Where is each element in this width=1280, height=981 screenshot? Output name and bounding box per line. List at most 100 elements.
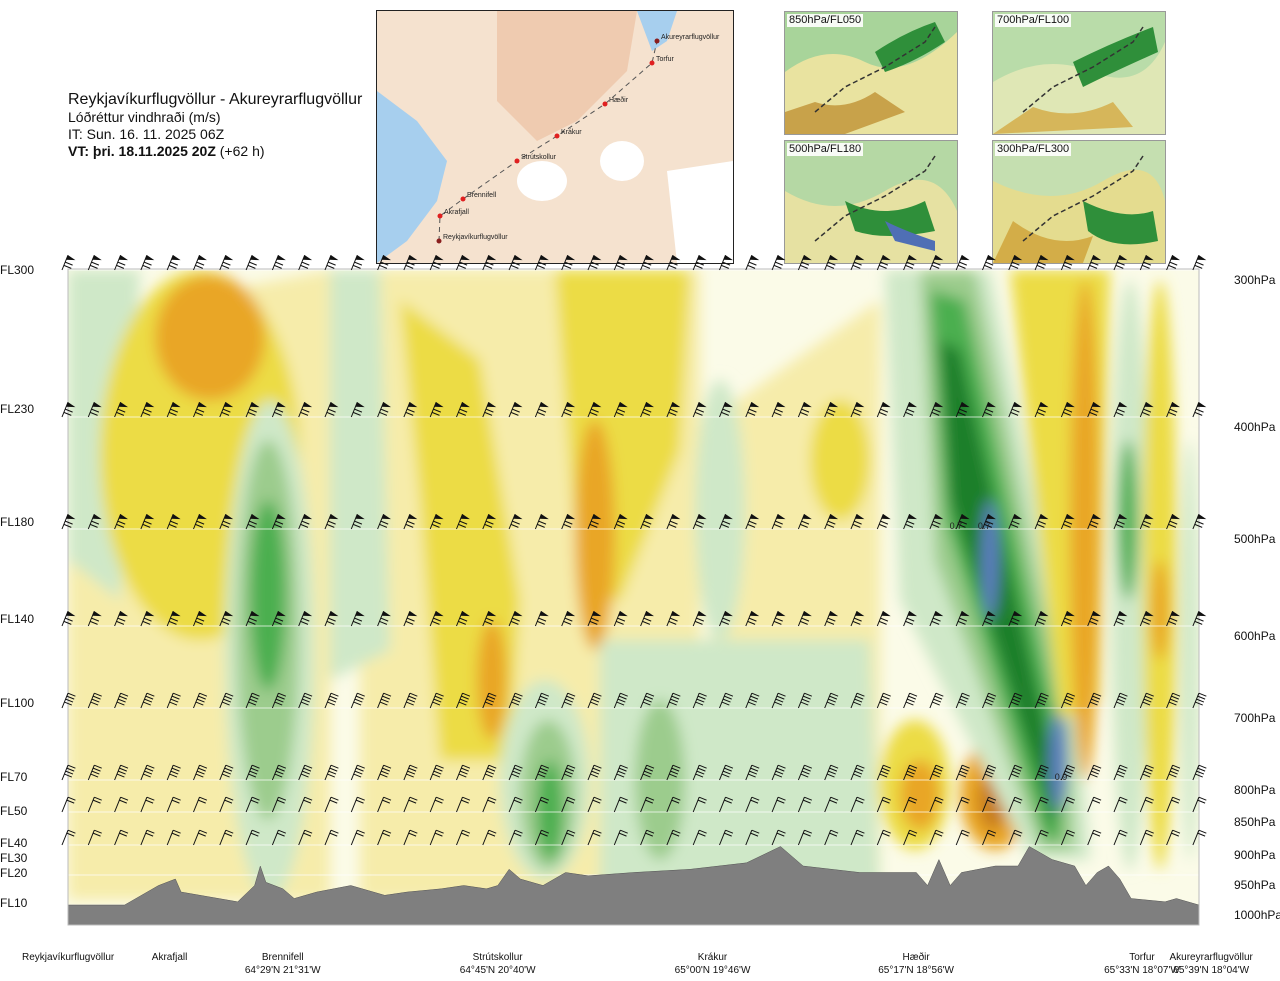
fl-tick-label: FL230 (0, 402, 35, 416)
wind-barb (1087, 254, 1102, 271)
wind-barb (1113, 796, 1128, 813)
wind-barb (745, 796, 760, 813)
wind-barb (193, 401, 207, 418)
map-glacier (517, 161, 567, 201)
thumb-map (993, 12, 1165, 134)
thumb-700hpa[interactable]: 700hPa/FL100 (992, 11, 1166, 135)
wind-barb (245, 692, 260, 709)
wind-barb (719, 829, 734, 846)
wind-barb (377, 610, 392, 627)
wind-barb (666, 796, 681, 813)
wind-barb (1034, 254, 1049, 271)
wind-barb (324, 829, 339, 846)
thumb-label: 500hPa/FL180 (787, 143, 864, 156)
map-point-marker (436, 238, 442, 244)
fl-tick-label: FL180 (0, 515, 35, 529)
thumb-850hpa[interactable]: 850hPa/FL050 (784, 11, 958, 135)
wind-barb (1166, 692, 1181, 709)
map-point-label: Akureyrarflugvöllur (661, 34, 720, 41)
wind-barb (61, 764, 76, 781)
map-point-marker (437, 213, 443, 219)
location-name: Akureyrarflugvöllur (1169, 952, 1253, 963)
wind-barb (692, 513, 707, 530)
wind-barb (640, 401, 655, 418)
wind-barb (140, 692, 155, 709)
wind-barb (771, 254, 786, 271)
wind-barb (613, 764, 628, 781)
wind-barb (771, 610, 786, 627)
wind-barb (534, 764, 549, 781)
wind-barb (955, 610, 970, 627)
wind-barb (324, 254, 339, 271)
wind-barb (508, 796, 523, 813)
wind-barb (534, 829, 549, 846)
wind-barb (876, 254, 891, 271)
wind-barb (298, 692, 313, 709)
wind-barb (876, 513, 891, 530)
annotations: 0.7 0.7 0.9 (950, 521, 1068, 782)
thumb-300hpa[interactable]: 300hPa/FL300 (992, 140, 1166, 264)
wind-barb (350, 401, 365, 418)
wind-barb (745, 513, 760, 530)
plot-frame (67, 268, 1200, 926)
wind-barb (166, 401, 181, 418)
wind-barb (719, 610, 733, 627)
wind-barb (1087, 764, 1102, 781)
wind-barb (850, 796, 865, 813)
wind-barb (719, 401, 733, 418)
location-name: Reykjavíkurflugvöllur (22, 952, 115, 963)
wind-barb (640, 513, 655, 530)
thumb-500hpa[interactable]: 500hPa/FL180 (784, 140, 958, 264)
wind-barb (350, 610, 365, 627)
wind-barb (482, 610, 497, 627)
issue-time: IT: Sun. 16. 11. 2025 06Z (68, 126, 225, 142)
fl-tick-label: FL300 (0, 263, 35, 277)
wind-barb (824, 254, 839, 271)
wind-barb (166, 610, 181, 627)
wind-barb (955, 796, 970, 813)
strong-downdraft-core (1070, 280, 1100, 780)
wind-barb (850, 764, 865, 781)
wind-barb (824, 796, 839, 813)
contour-value-label: 0.7 (978, 521, 991, 531)
location-label: Akrafjall (152, 951, 188, 964)
wind-barb (850, 254, 865, 271)
wind-barb (613, 401, 628, 418)
location-label: Torfur 65°33'N 18°07'W (1104, 951, 1180, 977)
wind-barb (456, 829, 471, 846)
thumb-label: 700hPa/FL100 (995, 14, 1072, 27)
wind-barb (1166, 254, 1181, 271)
wind-barb (140, 254, 155, 271)
wind-barb (534, 610, 549, 627)
hpa-tick-label: 850hPa (1234, 815, 1276, 829)
wind-barb (929, 401, 944, 418)
map-point-marker (514, 158, 520, 164)
wind-barb (587, 764, 602, 781)
wind-barb (429, 829, 444, 846)
wind-barb (719, 764, 734, 781)
wind-barb (482, 829, 497, 846)
wind-barb (482, 764, 497, 781)
map-point-label: Torfur (656, 56, 675, 63)
wind-barb (876, 401, 891, 418)
wind-barb (350, 764, 365, 781)
valid-time-offset: (+62 h) (215, 143, 265, 159)
location-name: Torfur (1129, 952, 1155, 963)
wind-barb (745, 764, 760, 781)
wind-barb (1060, 513, 1075, 530)
wind-barb (403, 513, 418, 530)
wind-barb (929, 610, 944, 627)
wind-barb (403, 796, 418, 813)
wind-barb (193, 764, 208, 781)
valid-time-main: VT: þri. 18.11.2025 20Z (68, 143, 216, 159)
wind-barb (903, 610, 918, 627)
wind-barb (324, 796, 339, 813)
wind-barb (61, 610, 76, 627)
wind-barb (613, 796, 628, 813)
fl-tick-label: FL30 (0, 851, 28, 865)
location-label: Hæðir 65°17'N 18°56'W (878, 951, 954, 977)
wind-barb (271, 692, 286, 709)
wind-barb (640, 796, 655, 813)
wind-barb (377, 796, 392, 813)
wind-barb (797, 513, 812, 530)
